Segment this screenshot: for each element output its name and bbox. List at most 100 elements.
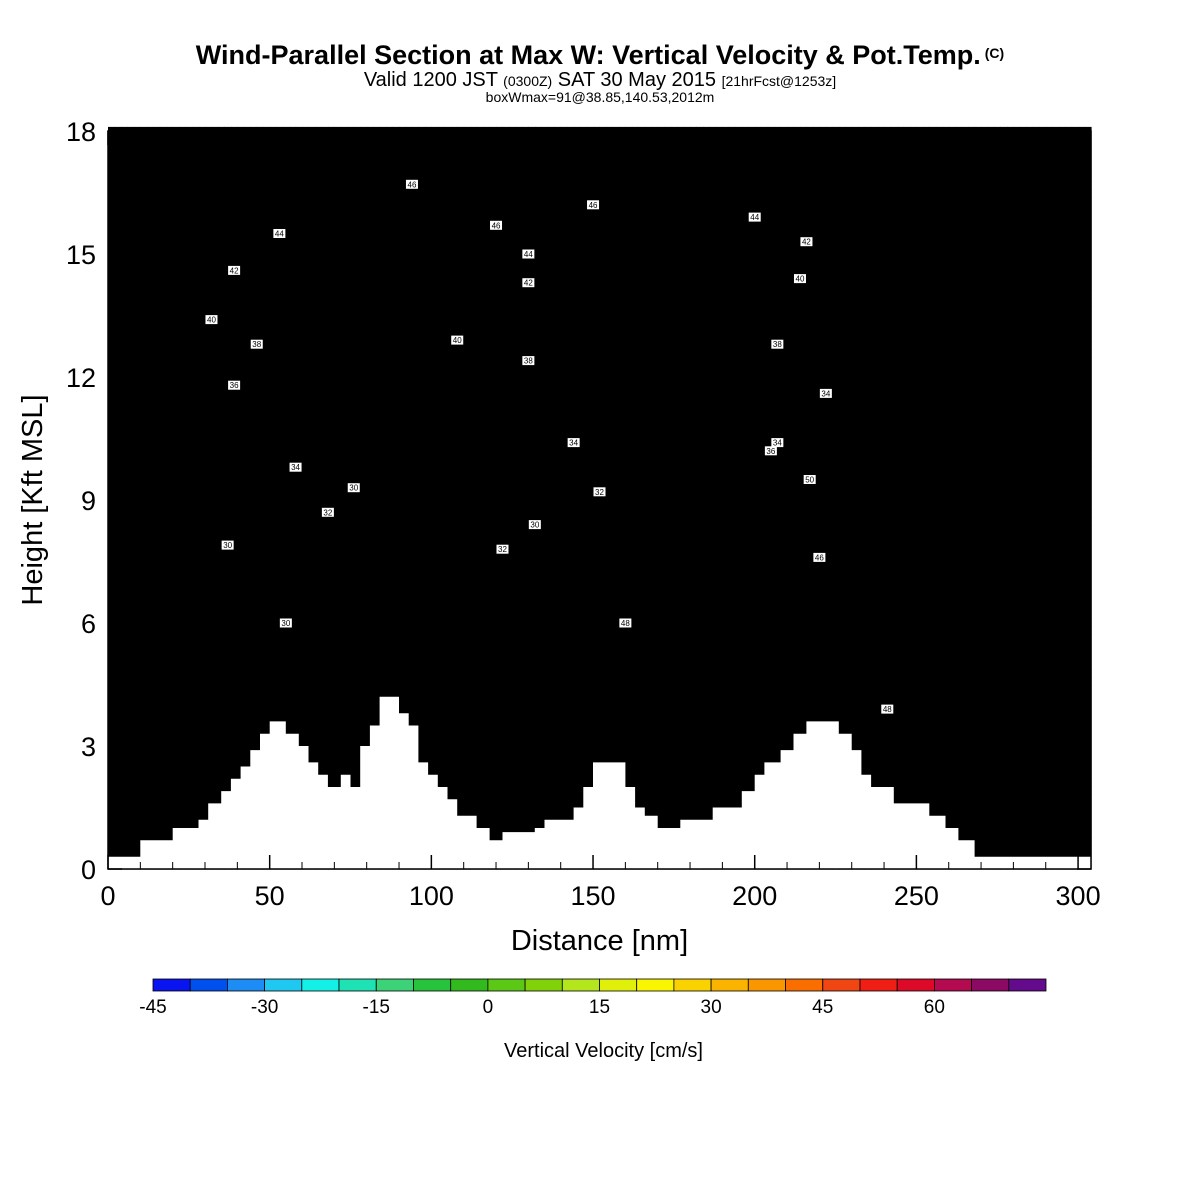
theta-contour [107, 353, 1092, 423]
theta-label-bg [496, 544, 509, 554]
colorbar-label: Vertical Velocity [cm/s] [504, 1040, 703, 1062]
theta-label-bg [813, 552, 826, 562]
theta-contour-label: 30 [349, 484, 358, 493]
theta-contour-label: 30 [223, 541, 232, 550]
theta-label-bg [221, 540, 234, 550]
theta-contour-label: 46 [492, 221, 501, 230]
copyright-mark: (C) [985, 45, 1004, 61]
theta-contour [107, 430, 1092, 494]
theta-label-bg [228, 265, 241, 275]
theta-contour [107, 575, 1092, 626]
x-tick-label: 0 [100, 881, 115, 911]
theta-label-bg [205, 315, 218, 325]
theta-label-bg [764, 446, 777, 456]
x-tick-label: 100 [409, 881, 454, 911]
theta-contour [107, 249, 1092, 275]
forecast-info: [21hrFcst@1253z] [722, 73, 837, 89]
theta-label-bg [819, 388, 832, 398]
colorbar-swatch [822, 978, 861, 992]
theta-contour [107, 451, 1092, 515]
x-axis: 0 50 100 150 200 250 300 [100, 131, 1101, 911]
theta-label-bg [289, 462, 302, 472]
theta-contour-label: 42 [802, 238, 811, 247]
theta-label-bg [800, 237, 813, 247]
theta-label-bg [528, 520, 541, 530]
theta-contour-label: 50 [805, 476, 814, 485]
theta-contour [107, 708, 1092, 736]
colorbar-swatch [599, 978, 638, 992]
theta-label-bg [881, 704, 894, 714]
valid-date: SAT 30 May 2015 [558, 69, 716, 91]
theta-contour-label: 48 [883, 705, 892, 714]
theta-contour [107, 142, 1092, 165]
y-tick-label: 15 [66, 240, 96, 270]
theta-contour-label: 38 [252, 340, 261, 349]
theta-label-bg [748, 212, 761, 222]
theta-contour-label: 30 [281, 619, 290, 628]
chart-title-text: Wind-Parallel Section at Max W: Vertical… [196, 40, 981, 70]
colorbar-tick-label: 60 [924, 997, 945, 1018]
theta-contour-label: 42 [524, 279, 533, 288]
theta-contour [107, 229, 1091, 257]
theta-label-bg [593, 487, 606, 497]
x-tick-label: 250 [894, 881, 939, 911]
theta-label-bg [803, 475, 816, 484]
theta-contour [107, 536, 1092, 587]
theta-contour-label: 32 [498, 545, 507, 554]
theta-contour [107, 389, 1092, 460]
colorbar-swatch [934, 978, 973, 992]
valid-prefix: Valid 1200 JST [364, 69, 498, 91]
theta-contour [107, 341, 1092, 405]
valid-time-line: Valid 1200 JST (0300Z) SAT 30 May 2015 [… [0, 70, 1200, 90]
y-tick-label: 6 [81, 609, 96, 639]
colorbar-swatch [413, 978, 452, 992]
colorbar-tick-label: 30 [701, 997, 722, 1018]
theta-contour [107, 634, 1092, 681]
theta-contour-label: 32 [323, 508, 332, 517]
theta-label-bg [250, 339, 263, 349]
theta-label-bg [567, 438, 580, 448]
y-tick-label: 3 [81, 732, 96, 762]
theta-contour-label: 30 [530, 521, 539, 530]
theta-contour [107, 614, 1092, 663]
colorbar-tick-label: -30 [251, 997, 278, 1018]
theta-contour [107, 320, 1092, 365]
theta-contour-label: 34 [821, 389, 830, 398]
theta-contour [107, 255, 1092, 294]
colorbar-tick-label: -45 [139, 997, 166, 1018]
x-tick-label: 300 [1056, 881, 1101, 911]
theta-contour-label: 42 [230, 266, 239, 275]
theta-contour-label: 46 [408, 180, 417, 189]
theta-contour [107, 296, 1092, 349]
colorbar-tick-label: 0 [483, 997, 494, 1018]
theta-label-bg [273, 229, 286, 238]
colorbar-swatch [524, 978, 563, 992]
theta-contour-label: 46 [815, 553, 824, 562]
theta-contour-label: 44 [524, 250, 533, 259]
colorbar-swatch [785, 978, 824, 992]
theta-label-bg [279, 618, 292, 628]
theta-contour-label: 48 [621, 619, 630, 628]
theta-label-bg [490, 220, 503, 230]
x-tick-label: 200 [732, 881, 777, 911]
colorbar-swatch [561, 978, 600, 992]
theta-label-bg [587, 200, 600, 210]
y-axis-label: Height [Kft MSL] [17, 394, 49, 605]
colorbar-tick-label: -15 [363, 997, 390, 1018]
box-wmax-info: boxWmax=91@38.85,140.53,2012m [0, 90, 1200, 104]
colorbar-swatch [673, 978, 712, 992]
theta-label-bg [522, 356, 535, 366]
theta-contour [107, 158, 1092, 183]
theta-contour [108, 411, 1092, 475]
colorbar-swatch [226, 978, 265, 992]
theta-contour-label: 46 [589, 201, 598, 210]
theta-label-bg [793, 274, 806, 284]
colorbar-swatch [896, 978, 935, 992]
theta-contour-label: 32 [595, 488, 604, 497]
colorbar-swatch [301, 978, 340, 992]
theta-contour-label: 34 [569, 439, 578, 448]
theta-label-bg [522, 278, 535, 288]
